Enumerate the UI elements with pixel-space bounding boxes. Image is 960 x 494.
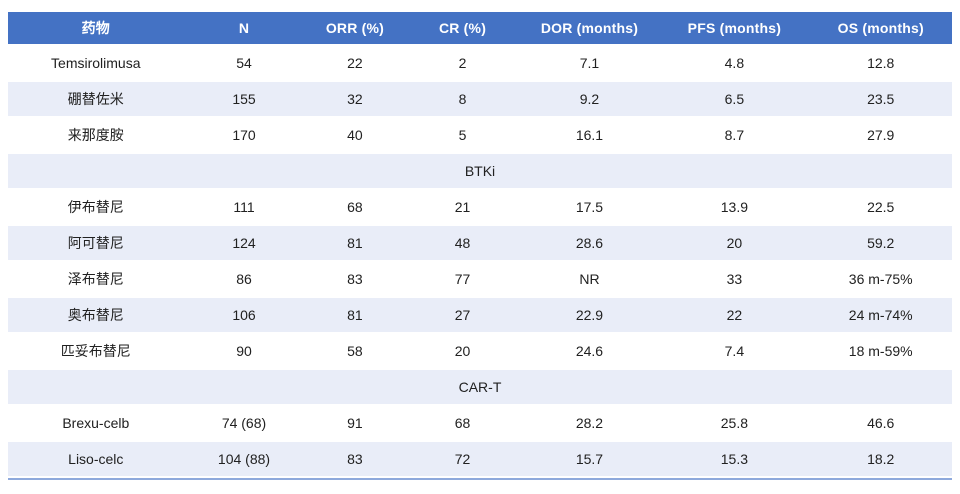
data-cell: 15.7 (519, 442, 660, 476)
data-cell: 86 (183, 262, 305, 296)
data-cell: 22 (304, 46, 406, 80)
data-cell: 106 (183, 298, 305, 332)
data-cell: 20 (405, 334, 520, 368)
data-cell: 32 (304, 82, 406, 116)
header-cell-n: N (183, 12, 305, 44)
data-cell: 81 (304, 226, 406, 260)
header-cell-dor: DOR (months) (519, 12, 660, 44)
drug-name-cell: 阿可替尼 (8, 226, 184, 260)
header-cell-cr: CR (%) (405, 12, 520, 44)
data-cell: 17.5 (519, 190, 660, 224)
data-cell: 15.3 (659, 442, 810, 476)
drug-name-cell: Temsirolimusa (8, 46, 184, 80)
data-cell: NR (519, 262, 660, 296)
drug-name-cell: 来那度胺 (8, 118, 184, 152)
data-cell: 124 (183, 226, 305, 260)
data-cell: 104 (88) (183, 442, 305, 476)
data-cell: 7.4 (659, 334, 810, 368)
data-cell: 22 (659, 298, 810, 332)
data-cell: 155 (183, 82, 305, 116)
data-cell: 22.9 (519, 298, 660, 332)
data-cell: 6.5 (659, 82, 810, 116)
data-cell: 5 (405, 118, 520, 152)
header-cell-drug: 药物 (8, 12, 184, 44)
data-cell: 8.7 (659, 118, 810, 152)
data-cell: 81 (304, 298, 406, 332)
table-row: 泽布替尼 86 83 77 NR 33 36 m-75% (8, 262, 952, 296)
data-cell: 23.5 (809, 82, 952, 116)
header-cell-os: OS (months) (809, 12, 952, 44)
drug-comparison-table: 药物 N ORR (%) CR (%) DOR (months) PFS (mo… (8, 10, 952, 478)
data-cell: 90 (183, 334, 305, 368)
table-row: 伊布替尼 111 68 21 17.5 13.9 22.5 (8, 190, 952, 224)
data-cell: 170 (183, 118, 305, 152)
data-cell: 58 (304, 334, 406, 368)
table-bottom-border (8, 478, 952, 480)
data-cell: 2 (405, 46, 520, 80)
table-row: 奥布替尼 106 81 27 22.9 22 24 m-74% (8, 298, 952, 332)
data-cell: 27.9 (809, 118, 952, 152)
data-cell: 111 (183, 190, 305, 224)
data-cell: 21 (405, 190, 520, 224)
data-cell: 24 m-74% (809, 298, 952, 332)
data-cell: 68 (304, 190, 406, 224)
data-cell: 9.2 (519, 82, 660, 116)
data-cell: 28.2 (519, 406, 660, 440)
data-cell: 68 (405, 406, 520, 440)
data-cell: 46.6 (809, 406, 952, 440)
data-cell: 20 (659, 226, 810, 260)
data-cell: 91 (304, 406, 406, 440)
data-cell: 59.2 (809, 226, 952, 260)
header-cell-pfs: PFS (months) (659, 12, 810, 44)
data-cell: 16.1 (519, 118, 660, 152)
table-row: Brexu-celb 74 (68) 91 68 28.2 25.8 46.6 (8, 406, 952, 440)
data-cell: 12.8 (809, 46, 952, 80)
section-row: BTKi (8, 154, 952, 188)
data-cell: 24.6 (519, 334, 660, 368)
data-cell: 7.1 (519, 46, 660, 80)
data-cell: 13.9 (659, 190, 810, 224)
drug-name-cell: Liso-celc (8, 442, 184, 476)
drug-name-cell: 匹妥布替尼 (8, 334, 184, 368)
data-cell: 8 (405, 82, 520, 116)
drug-name-cell: Brexu-celb (8, 406, 184, 440)
header-cell-orr: ORR (%) (304, 12, 406, 44)
header-row: 药物 N ORR (%) CR (%) DOR (months) PFS (mo… (8, 12, 952, 44)
data-cell: 4.8 (659, 46, 810, 80)
section-row: CAR-T (8, 370, 952, 404)
data-cell: 18.2 (809, 442, 952, 476)
data-cell: 27 (405, 298, 520, 332)
data-cell: 22.5 (809, 190, 952, 224)
table-row: 硼替佐米 155 32 8 9.2 6.5 23.5 (8, 82, 952, 116)
table-row: Temsirolimusa 54 22 2 7.1 4.8 12.8 (8, 46, 952, 80)
data-cell: 74 (68) (183, 406, 305, 440)
table-row: 阿可替尼 124 81 48 28.6 20 59.2 (8, 226, 952, 260)
data-cell: 25.8 (659, 406, 810, 440)
data-cell: 77 (405, 262, 520, 296)
data-cell: 83 (304, 442, 406, 476)
drug-name-cell: 奥布替尼 (8, 298, 184, 332)
table-row: 匹妥布替尼 90 58 20 24.6 7.4 18 m-59% (8, 334, 952, 368)
data-cell: 48 (405, 226, 520, 260)
data-cell: 28.6 (519, 226, 660, 260)
data-cell: 72 (405, 442, 520, 476)
drug-name-cell: 泽布替尼 (8, 262, 184, 296)
data-cell: 36 m-75% (809, 262, 952, 296)
table-row: 来那度胺 170 40 5 16.1 8.7 27.9 (8, 118, 952, 152)
drug-name-cell: 硼替佐米 (8, 82, 184, 116)
section-label: BTKi (8, 154, 952, 188)
data-cell: 33 (659, 262, 810, 296)
drug-name-cell: 伊布替尼 (8, 190, 184, 224)
data-cell: 54 (183, 46, 305, 80)
data-cell: 18 m-59% (809, 334, 952, 368)
table-row: Liso-celc 104 (88) 83 72 15.7 15.3 18.2 (8, 442, 952, 476)
data-cell: 83 (304, 262, 406, 296)
data-cell: 40 (304, 118, 406, 152)
section-label: CAR-T (8, 370, 952, 404)
